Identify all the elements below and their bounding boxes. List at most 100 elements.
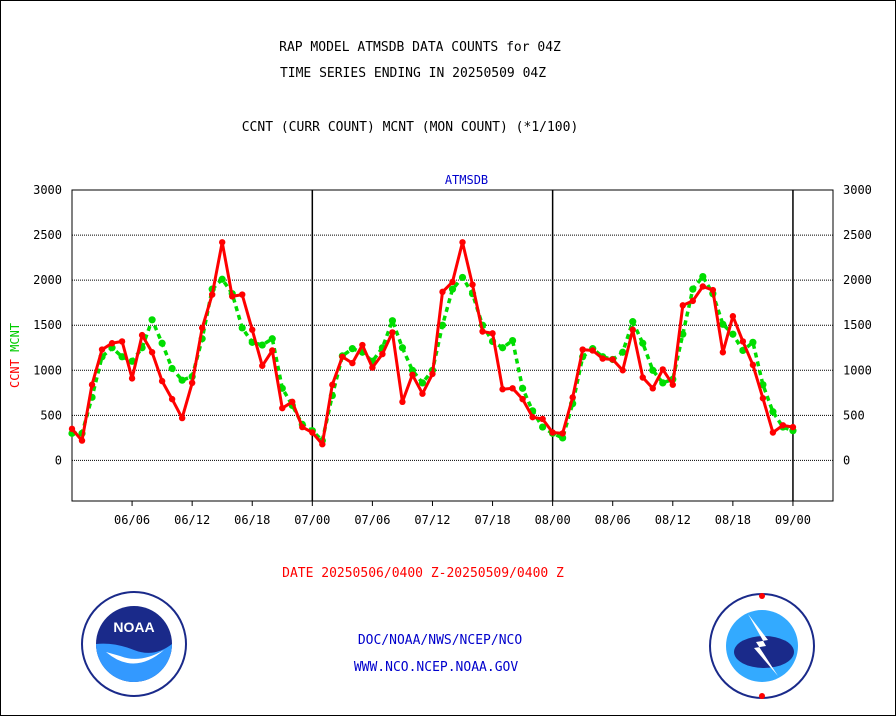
plot-area: [71, 189, 834, 502]
point-mcnt: [629, 318, 637, 326]
point-mcnt: [749, 338, 757, 346]
point-ccnt: [138, 331, 146, 339]
y-axis-label-mcnt: MCNT: [8, 323, 22, 359]
point-mcnt: [128, 357, 136, 365]
x-tick-label: 09/00: [775, 513, 811, 527]
series-line-ccnt: [70, 240, 794, 446]
point-mcnt: [218, 275, 226, 283]
point-mcnt: [769, 408, 777, 416]
point-mcnt: [508, 336, 517, 345]
point-ccnt: [128, 375, 136, 382]
point-ccnt: [739, 338, 747, 345]
point-mcnt: [158, 339, 166, 347]
point-ccnt: [229, 293, 236, 300]
y-tick-label-left: 2500: [33, 228, 62, 242]
point-ccnt: [759, 395, 767, 402]
point-mcnt: [639, 339, 647, 347]
point-ccnt: [349, 359, 356, 367]
point-mcnt: [518, 384, 527, 392]
plot-title: ATMSDB: [445, 173, 488, 187]
url-link[interactable]: WWW.NCO.NCEP.NOAA.GOV: [353, 660, 519, 675]
y-tick-label-left: 1500: [33, 318, 62, 332]
x-tick-label: 08/06: [595, 513, 631, 527]
point-ccnt: [78, 437, 86, 444]
chart-title-line2: TIME SERIES ENDING IN 20250509 04Z: [279, 66, 547, 81]
point-ccnt: [499, 386, 506, 393]
point-mcnt: [118, 353, 126, 361]
point-ccnt: [309, 429, 316, 436]
point-ccnt: [569, 394, 576, 401]
point-ccnt: [439, 288, 446, 296]
point-ccnt: [239, 291, 246, 298]
point-ccnt: [559, 430, 566, 437]
point-ccnt: [529, 413, 536, 421]
x-tick-label: 06/06: [114, 513, 150, 527]
y-tick-label-right: 500: [843, 408, 865, 422]
point-ccnt: [198, 324, 206, 332]
point-mcnt: [559, 434, 567, 442]
point-ccnt: [419, 390, 426, 397]
point-ccnt: [669, 381, 676, 388]
point-ccnt: [98, 346, 106, 353]
point-mcnt: [148, 316, 156, 324]
point-ccnt: [729, 313, 737, 320]
y-tick-label-right: 2500: [843, 228, 872, 242]
point-mcnt: [689, 285, 697, 293]
point-ccnt: [459, 239, 466, 246]
y-tick-label-left: 1000: [33, 363, 62, 377]
point-ccnt: [649, 385, 656, 392]
point-ccnt: [269, 347, 276, 354]
noaa-logo-text: NOAA: [113, 619, 154, 635]
point-mcnt: [498, 344, 507, 352]
point-ccnt: [369, 364, 376, 371]
point-ccnt: [489, 330, 496, 337]
point-ccnt: [158, 377, 166, 385]
point-ccnt: [719, 349, 727, 356]
point-ccnt: [259, 362, 266, 369]
y-tick-label-left: 0: [55, 453, 62, 467]
x-tick-label: 08/12: [655, 513, 691, 527]
x-tick-label: 08/00: [535, 513, 571, 527]
point-mcnt: [729, 330, 737, 338]
x-tick-label: 08/18: [715, 513, 751, 527]
org-label: DOC/NOAA/NWS/NCEP/NCO: [357, 633, 523, 648]
y-axis-label-ccnt: CCNT: [8, 359, 22, 388]
point-ccnt: [539, 415, 546, 423]
point-mcnt: [408, 366, 417, 374]
point-mcnt: [458, 273, 467, 282]
point-ccnt: [88, 381, 96, 388]
point-mcnt: [679, 330, 687, 338]
x-tick-label: 06/18: [234, 513, 270, 527]
point-ccnt: [549, 429, 556, 436]
x-tick-label: 07/00: [294, 513, 330, 527]
point-mcnt: [268, 335, 276, 343]
point-mcnt: [348, 345, 356, 353]
point-ccnt: [289, 398, 296, 406]
x-tick-label: 07/12: [414, 513, 450, 527]
y-tick-label-right: 2000: [843, 273, 872, 287]
y-tick-label-right: 1500: [843, 318, 872, 332]
point-ccnt: [329, 381, 336, 388]
point-ccnt: [208, 291, 216, 298]
point-ccnt: [479, 328, 486, 335]
x-tick-label: 07/06: [354, 513, 390, 527]
y-tick-label-left: 2000: [33, 273, 62, 287]
point-mcnt: [178, 376, 186, 384]
y-tick-label-right: 3000: [843, 183, 872, 197]
point-ccnt: [589, 347, 596, 354]
point-ccnt: [629, 326, 636, 333]
point-mcnt: [759, 381, 767, 389]
y-tick-label-left: 3000: [33, 183, 62, 197]
point-ccnt: [299, 423, 306, 431]
point-mcnt: [699, 272, 707, 281]
point-mcnt: [418, 379, 427, 387]
point-ccnt: [188, 379, 196, 387]
point-ccnt: [609, 356, 616, 363]
point-ccnt: [108, 340, 116, 347]
point-ccnt: [249, 326, 256, 333]
point-ccnt: [679, 302, 687, 309]
point-mcnt: [398, 344, 407, 352]
point-ccnt: [779, 422, 787, 429]
point-mcnt: [238, 324, 246, 332]
point-mcnt: [659, 379, 667, 387]
